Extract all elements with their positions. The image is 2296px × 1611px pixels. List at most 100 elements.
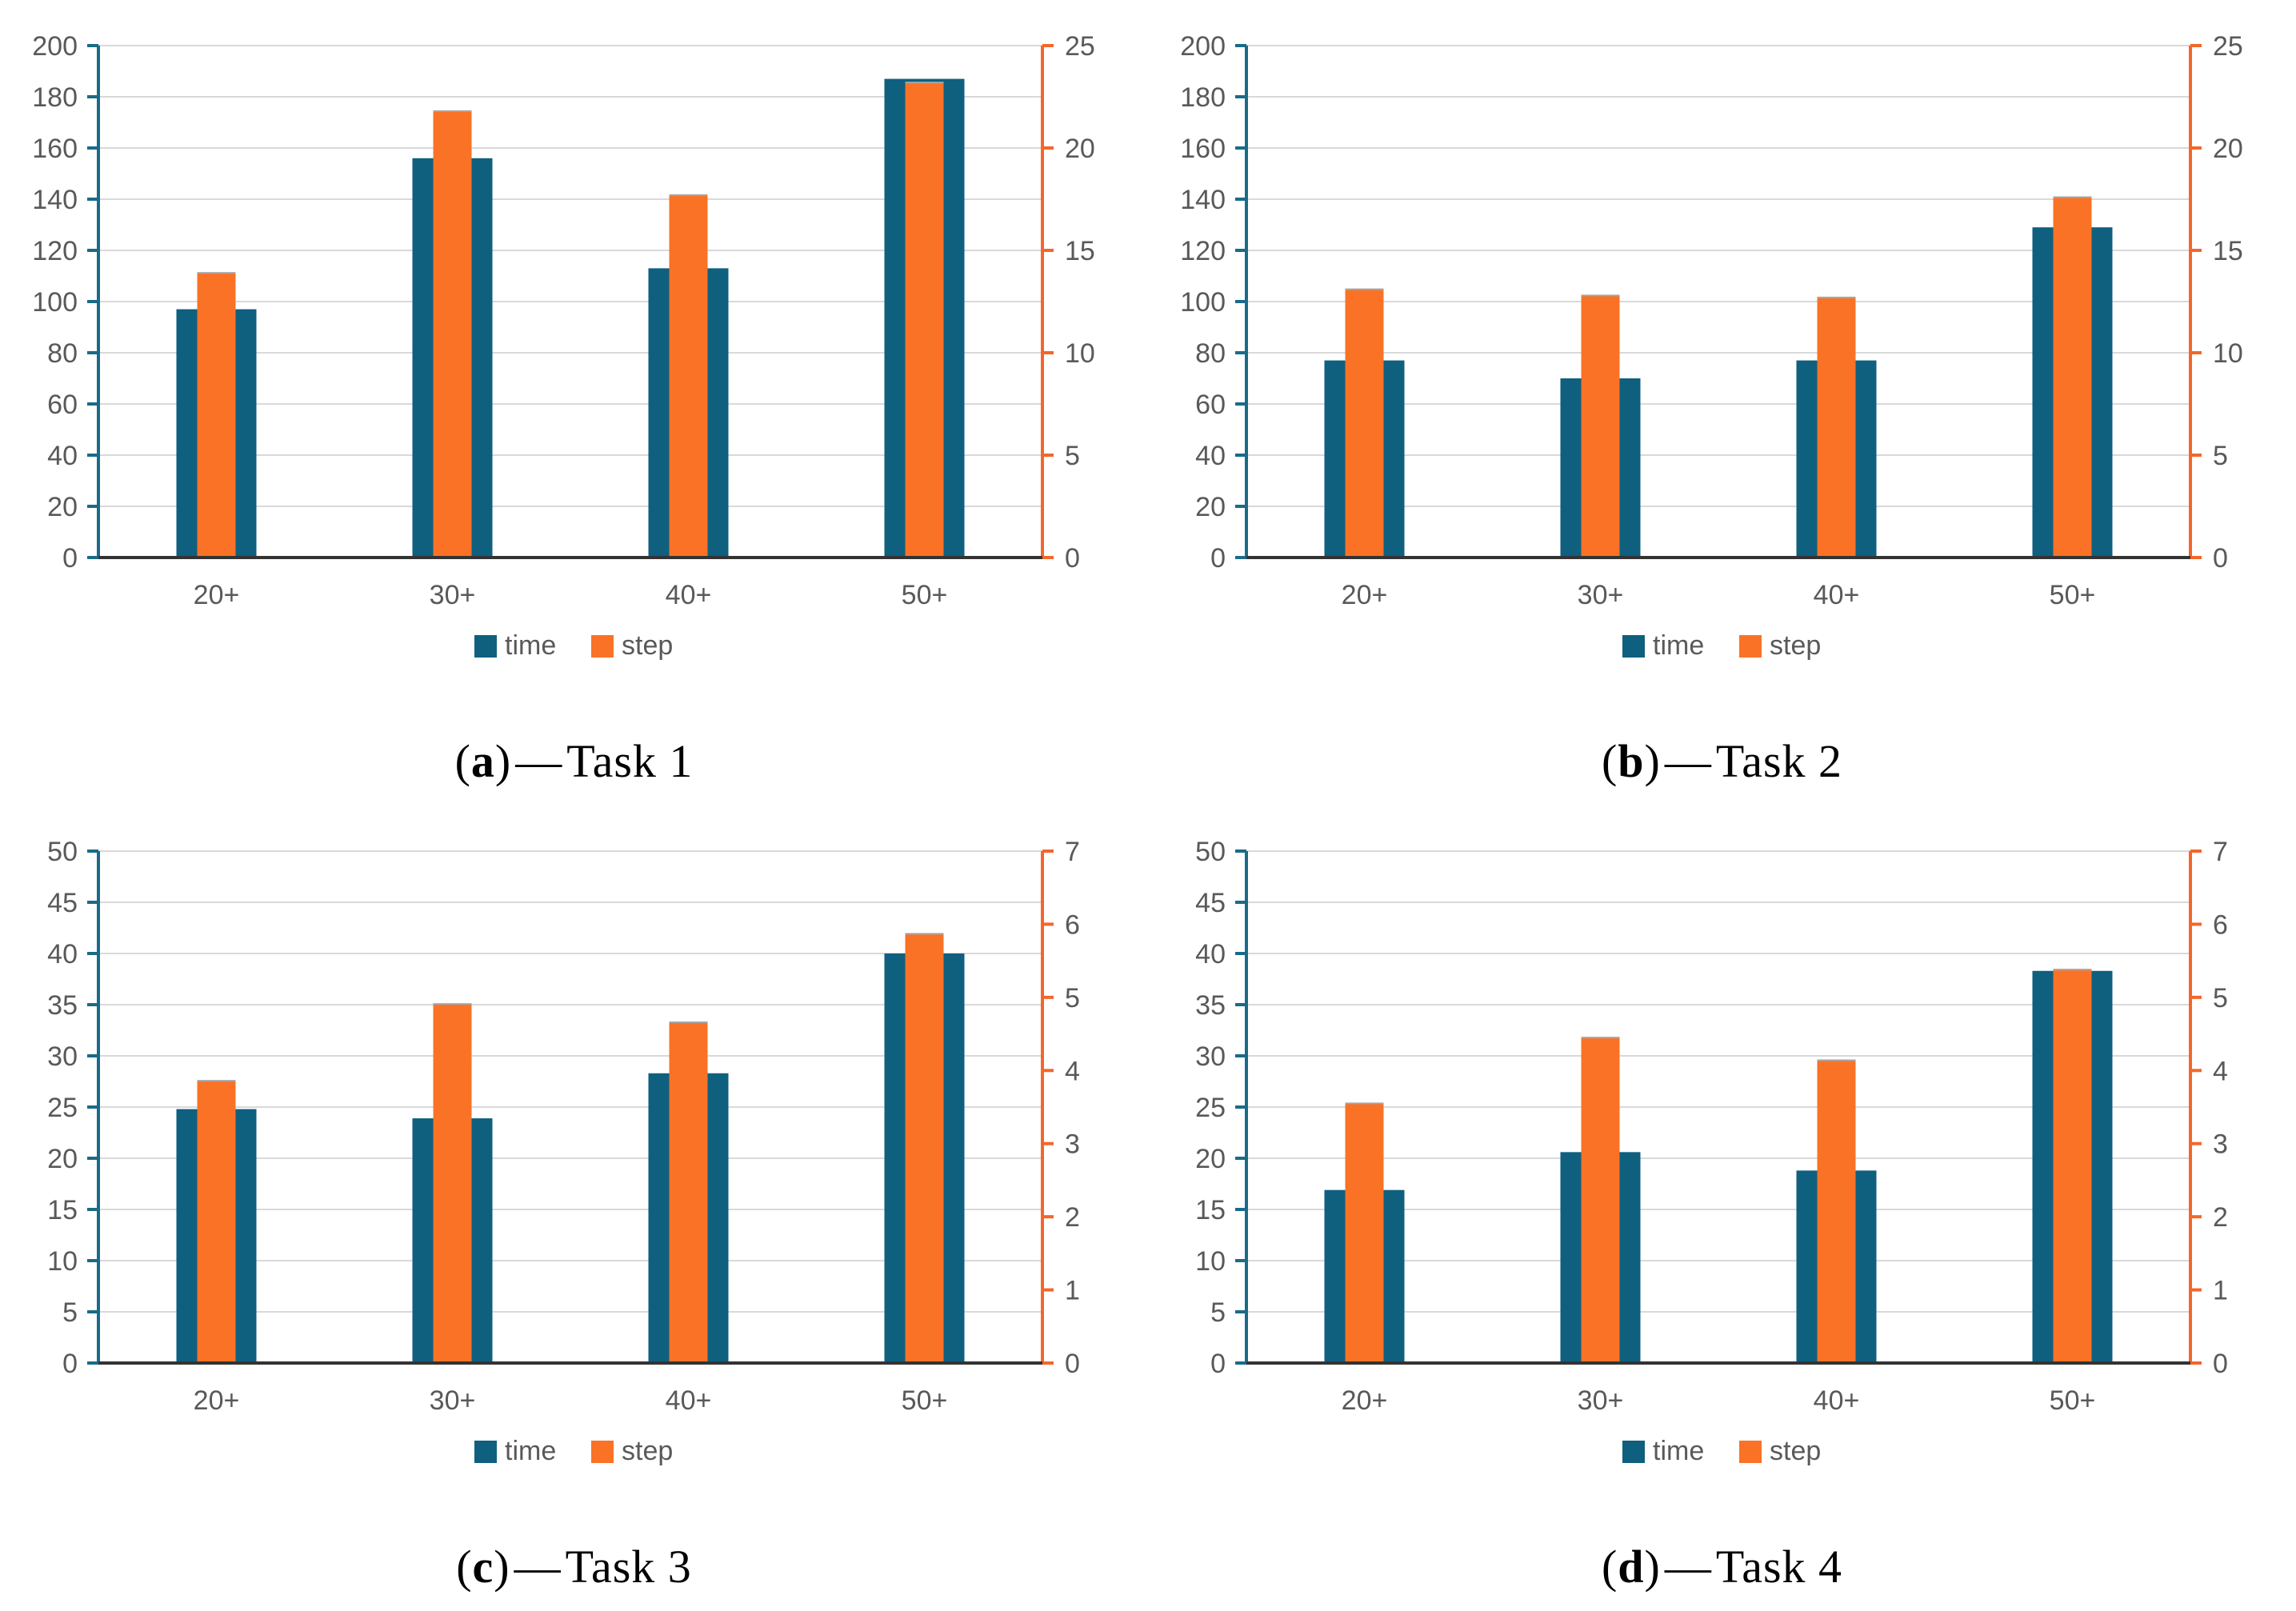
right-axis-tick-label: 4	[1065, 1056, 1080, 1086]
left-axis-tick-label: 180	[32, 82, 78, 113]
right-axis-tick-label: 10	[1065, 338, 1095, 369]
caption-task-4: (d)—Task 4	[1602, 1540, 1842, 1593]
caption-open-paren: (	[456, 1541, 473, 1593]
left-axis-tick-label: 30	[47, 1041, 78, 1072]
legend-label-time: time	[505, 1436, 556, 1466]
left-axis-tick-label: 100	[1180, 287, 1226, 318]
bar-step-40+	[669, 1021, 707, 1363]
x-axis-category-label: 30+	[429, 1385, 475, 1416]
caption-task-1: (a)—Task 1	[455, 734, 694, 788]
right-axis-tick-label: 5	[2213, 441, 2228, 471]
caption-letter: b	[1618, 735, 1645, 787]
left-axis-tick-label: 0	[62, 1349, 78, 1379]
panel-task-3: 0 5 10 15 20 25 30 35 40 45 50 0 1 2 3 4 5 6 7 20+ 30+ 40+ 50+…	[0, 806, 1148, 1611]
left-axis-tick-label: 160	[1180, 134, 1226, 164]
right-axis-tick-label: 5	[1065, 441, 1080, 471]
bar-step-20+	[197, 273, 235, 558]
right-axis-tick-label: 10	[2213, 338, 2243, 369]
right-axis-tick-label: 1	[2213, 1276, 2228, 1306]
left-axis-tick-label: 100	[32, 287, 78, 318]
legend-label-time: time	[1653, 1436, 1704, 1466]
left-axis-tick-label: 35	[47, 990, 78, 1021]
left-axis-tick-label: 30	[1195, 1041, 1226, 1072]
caption-close-paren: )	[1644, 735, 1661, 787]
bar-step-40+	[1817, 1060, 1855, 1363]
legend-label-step: step	[1770, 1436, 1821, 1466]
legend-swatch-step	[1738, 635, 1762, 658]
bar-step-30+	[433, 1004, 471, 1363]
x-axis-category-label: 40+	[1813, 580, 1859, 610]
left-axis-tick-label: 20	[1195, 492, 1226, 522]
left-axis-tick-label: 40	[1195, 441, 1226, 471]
caption-task-2: (b)—Task 2	[1602, 734, 1842, 788]
caption-close-paren: )	[494, 1541, 510, 1593]
legend-label-step: step	[1770, 630, 1821, 661]
right-axis-tick-label: 3	[1065, 1129, 1080, 1160]
left-axis-tick-label: 0	[1210, 543, 1226, 574]
caption-close-paren: )	[494, 735, 512, 787]
bar-step-30+	[1581, 1037, 1619, 1363]
right-axis-tick-label: 6	[2213, 909, 2228, 940]
bar-chart-task-2: 0 20 40 60 80 100 120 140 160 180 200 0 5 10 15 20 25 20+…	[1180, 31, 2243, 661]
x-axis-category-label: 20+	[1341, 1385, 1387, 1416]
left-axis-tick-label: 35	[1195, 990, 1226, 1021]
right-axis-tick-label: 4	[2213, 1056, 2228, 1086]
panel-task-4: 0 5 10 15 20 25 30 35 40 45 50 0 1 2 3 4 5 6 7 20+ 30+ 40+ 50+…	[1148, 806, 2296, 1611]
right-axis-tick-label: 1	[1065, 1276, 1080, 1306]
caption-open-paren: (	[454, 735, 471, 787]
right-axis-tick-label: 5	[2213, 983, 2228, 1013]
left-axis-tick-label: 50	[1195, 837, 1226, 867]
caption-dash: —	[515, 735, 563, 787]
bar-step-50+	[905, 933, 943, 1363]
left-axis-tick-label: 50	[47, 837, 78, 867]
right-axis-tick-label: 25	[2213, 31, 2243, 62]
right-axis-tick-label: 20	[1065, 134, 1095, 164]
x-axis-category-label: 40+	[1813, 1385, 1859, 1416]
left-axis-tick-label: 140	[32, 185, 78, 215]
left-axis-tick-label: 25	[1195, 1093, 1226, 1123]
bar-step-20+	[1345, 289, 1383, 558]
x-axis-category-label: 20+	[1341, 580, 1387, 610]
legend-label-step: step	[622, 1436, 673, 1466]
left-axis-tick-label: 140	[1180, 185, 1226, 215]
left-axis-tick-label: 80	[47, 338, 78, 369]
left-axis-tick-label: 60	[47, 390, 78, 420]
bar-step-40+	[1817, 297, 1855, 558]
left-axis-tick-label: 15	[1195, 1195, 1226, 1225]
x-axis-category-label: 50+	[2049, 580, 2095, 610]
caption-letter: a	[470, 735, 495, 787]
right-axis-tick-label: 2	[1065, 1202, 1080, 1233]
x-axis-category-label: 50+	[901, 1385, 947, 1416]
right-axis-tick-label: 3	[2213, 1129, 2228, 1160]
bar-step-50+	[905, 82, 943, 558]
caption-title: Task 2	[1715, 735, 1843, 787]
x-axis-category-label: 20+	[193, 1385, 239, 1416]
x-axis-category-label: 30+	[1577, 1385, 1623, 1416]
bar-step-30+	[433, 110, 471, 558]
right-axis-tick-label: 7	[1065, 837, 1080, 867]
right-axis-tick-label: 6	[1065, 909, 1080, 940]
left-axis-tick-label: 10	[47, 1246, 78, 1277]
legend-swatch-step	[590, 1441, 614, 1463]
left-axis-tick-label: 200	[1180, 31, 1226, 62]
left-axis-tick-label: 45	[1195, 888, 1226, 918]
legend-swatch-time	[474, 1441, 497, 1463]
left-axis-tick-label: 20	[1195, 1144, 1226, 1174]
caption-close-paren: )	[1644, 1541, 1661, 1593]
right-axis-tick-label: 0	[2213, 1349, 2228, 1379]
left-axis-tick-label: 80	[1195, 338, 1226, 369]
left-axis-tick-label: 10	[1195, 1246, 1226, 1277]
right-axis-tick-label: 15	[2213, 236, 2243, 266]
caption-open-paren: (	[1601, 1541, 1618, 1593]
bar-step-20+	[1345, 1103, 1383, 1363]
right-axis-tick-label: 5	[1065, 983, 1080, 1013]
x-axis-category-label: 50+	[2049, 1385, 2095, 1416]
panel-task-1: 0 20 40 60 80 100 120 140 160 180 200 0 5 10 15 20 25 20+…	[0, 0, 1148, 806]
bar-step-30+	[1581, 295, 1619, 558]
panel-task-2: 0 20 40 60 80 100 120 140 160 180 200 0 5 10 15 20 25 20+…	[1148, 0, 2296, 806]
legend-label-time: time	[505, 630, 556, 661]
left-axis-tick-label: 40	[1195, 939, 1226, 969]
x-axis-category-label: 40+	[665, 1385, 711, 1416]
